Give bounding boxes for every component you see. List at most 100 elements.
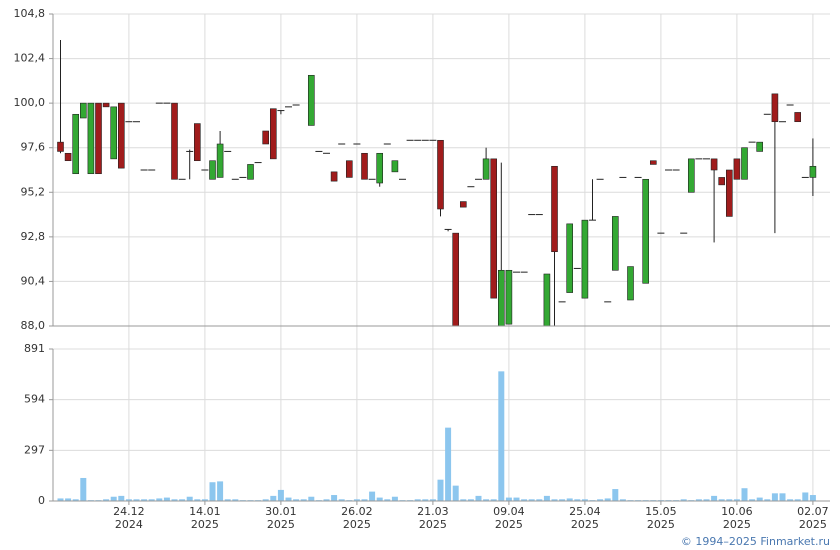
candle-body	[718, 177, 726, 186]
volume-bar	[741, 488, 748, 501]
x-tick-label: 10.06	[721, 505, 753, 518]
x-tick-label: 14.01	[189, 505, 221, 518]
y-tick-label: 88,0	[21, 319, 46, 332]
price-marks	[57, 40, 817, 326]
volume-bar	[787, 499, 794, 501]
x-tick-year: 2025	[647, 518, 675, 531]
volume-bar	[574, 499, 581, 501]
candle-body	[551, 165, 558, 253]
volume-bar	[262, 499, 269, 501]
volume-bar	[201, 499, 208, 501]
volume-bar	[460, 499, 467, 501]
volume-bar	[65, 498, 72, 501]
volume-bar	[467, 499, 474, 501]
candle-body	[64, 152, 72, 162]
candle-body	[642, 178, 650, 284]
volume-bar	[209, 482, 216, 501]
volume-bar	[521, 499, 528, 501]
volume-bar	[232, 499, 239, 501]
volume-bar	[331, 495, 338, 501]
candle-body	[80, 102, 87, 119]
x-tick-label: 24.12	[113, 505, 145, 518]
volume-bar	[566, 498, 573, 501]
candle-body	[497, 269, 505, 326]
candle-body	[733, 158, 741, 180]
candle-body	[581, 219, 589, 299]
x-tick-year: 2025	[191, 518, 219, 531]
volume-bar	[72, 499, 79, 501]
candle-body	[452, 232, 460, 326]
volume-bar	[308, 496, 315, 501]
candle-body	[505, 269, 513, 325]
volume-bar	[680, 499, 687, 501]
candle-body	[102, 102, 110, 108]
volume-bar	[414, 499, 421, 501]
volume-bar	[353, 499, 360, 501]
volume-bar	[475, 495, 482, 501]
x-tick-year: 2025	[343, 518, 371, 531]
volume-bar	[141, 499, 148, 501]
volume-bar	[771, 493, 778, 501]
volume-bar	[391, 496, 398, 501]
candle-body	[269, 108, 277, 160]
volume-bar	[604, 498, 611, 501]
volume-bar	[217, 481, 224, 501]
candle-body	[649, 160, 657, 165]
x-tick-label: 21.03	[417, 505, 449, 518]
volume-bar	[133, 499, 140, 501]
candle-body	[627, 266, 634, 301]
volume-bar	[490, 499, 497, 501]
candle-body	[330, 171, 338, 182]
volume-bar	[505, 497, 512, 501]
volume-bar	[711, 495, 718, 501]
volume-bar	[323, 499, 330, 501]
volume-bar	[528, 499, 535, 501]
volume-bar	[384, 499, 391, 501]
volume-bar	[338, 499, 345, 501]
volume-bar	[452, 485, 459, 501]
volume-bar	[483, 499, 490, 501]
volume-bar	[171, 499, 178, 501]
volume-bar	[118, 495, 125, 501]
volume-bar	[809, 495, 816, 501]
x-tick-label: 15.05	[645, 505, 677, 518]
candle-body	[87, 102, 95, 175]
volume-bar	[179, 499, 186, 501]
candle-body	[809, 165, 817, 178]
candle-body	[345, 160, 353, 178]
y-tick-label: 95,2	[21, 185, 46, 198]
volume-bar	[718, 499, 725, 501]
x-tick-label: 25.04	[569, 505, 601, 518]
candle-body	[194, 123, 201, 162]
x-tick-label: 26.02	[341, 505, 373, 518]
volume-bar	[163, 497, 170, 501]
candle-body	[118, 102, 125, 169]
candle-body	[57, 141, 64, 152]
candle-body	[95, 102, 102, 175]
volume-bar	[293, 499, 300, 501]
candle-body	[710, 158, 718, 171]
volume-bar	[543, 495, 550, 501]
candle-body	[262, 130, 270, 145]
volume-bar	[498, 371, 505, 501]
x-tick-year: 2025	[571, 518, 599, 531]
y-tick-label: 102,4	[14, 52, 46, 65]
volume-bar	[103, 499, 110, 501]
volume-bar	[536, 499, 543, 501]
y-tick-label: 97,6	[21, 141, 46, 154]
volume-bar	[703, 499, 710, 501]
y-tick-label: 104,8	[14, 7, 46, 20]
candle-body	[171, 102, 178, 180]
candle-body	[687, 158, 695, 193]
y-tick-label: 0	[38, 494, 45, 507]
volume-bar	[125, 499, 132, 501]
candle-body	[376, 152, 384, 184]
y-tick-label: 90,4	[21, 274, 46, 287]
candle-body	[490, 158, 498, 299]
volume-bar	[726, 499, 733, 501]
candle-body	[209, 160, 216, 180]
candle-body	[566, 223, 574, 293]
x-tick-year: 2025	[267, 518, 295, 531]
volume-bar	[756, 497, 763, 501]
volume-bar	[779, 493, 786, 501]
